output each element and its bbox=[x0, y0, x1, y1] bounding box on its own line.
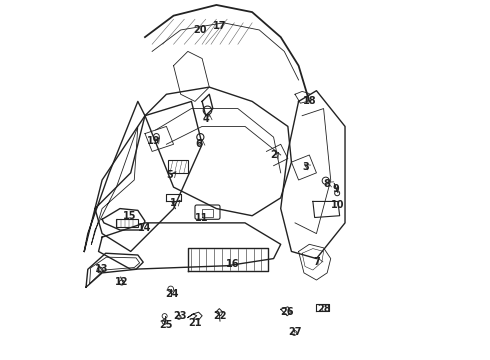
Text: 14: 14 bbox=[138, 223, 151, 233]
Text: 12: 12 bbox=[115, 277, 128, 287]
Text: 2: 2 bbox=[270, 150, 277, 160]
Text: 15: 15 bbox=[123, 211, 137, 221]
Text: 9: 9 bbox=[333, 184, 340, 194]
Text: 19: 19 bbox=[147, 136, 161, 146]
Text: 3: 3 bbox=[302, 162, 309, 172]
Text: 20: 20 bbox=[194, 25, 207, 35]
Text: 25: 25 bbox=[159, 320, 172, 330]
Text: 28: 28 bbox=[317, 303, 330, 314]
Text: 1: 1 bbox=[170, 198, 177, 208]
Bar bbox=[168, 160, 188, 173]
Bar bbox=[117, 219, 138, 227]
Text: 11: 11 bbox=[196, 212, 209, 222]
Text: 18: 18 bbox=[302, 96, 316, 107]
Text: 8: 8 bbox=[324, 179, 331, 189]
Text: 5: 5 bbox=[167, 170, 173, 180]
Text: 23: 23 bbox=[173, 311, 187, 321]
Text: 4: 4 bbox=[202, 114, 209, 124]
Text: 26: 26 bbox=[280, 307, 294, 317]
Text: 7: 7 bbox=[313, 257, 320, 267]
Text: 10: 10 bbox=[331, 200, 344, 210]
Text: 17: 17 bbox=[213, 21, 227, 31]
Text: 24: 24 bbox=[165, 289, 178, 299]
Text: 6: 6 bbox=[195, 139, 202, 149]
Text: 21: 21 bbox=[188, 318, 202, 328]
Text: 13: 13 bbox=[95, 264, 108, 274]
Text: 22: 22 bbox=[213, 311, 227, 321]
Text: 16: 16 bbox=[226, 259, 239, 269]
Text: 27: 27 bbox=[288, 327, 302, 337]
